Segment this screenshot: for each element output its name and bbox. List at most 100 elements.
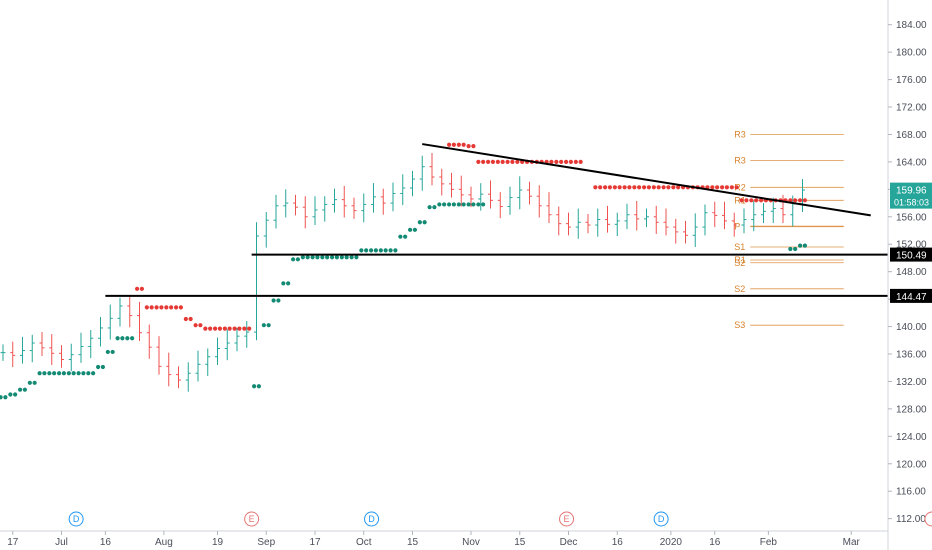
psar-dot <box>305 255 310 260</box>
y-tick-label: 124.00 <box>896 432 927 443</box>
psar-dot <box>403 234 408 239</box>
psar-dot <box>793 246 798 252</box>
psar-dot <box>486 159 491 165</box>
price-bar <box>692 213 698 247</box>
event-marker: D <box>364 511 380 527</box>
price-bar <box>468 186 474 208</box>
y-tick-label: 184.00 <box>896 20 927 31</box>
psar-dot <box>564 159 569 165</box>
price-bar <box>293 194 298 216</box>
price-bar <box>283 189 289 218</box>
psar-dot <box>729 185 734 190</box>
psar-dot <box>447 142 452 147</box>
psar-dot <box>149 305 154 310</box>
psar-dot <box>330 255 335 260</box>
price-bar <box>20 336 25 364</box>
psar-dot <box>22 387 27 392</box>
psar-dot <box>135 286 140 291</box>
psar-dot <box>510 159 515 165</box>
x-tick-label: Mar <box>843 537 861 548</box>
psar-dot <box>466 202 471 207</box>
pivot-label: S2 <box>734 284 745 294</box>
psar-dot <box>66 371 71 376</box>
psar-dot <box>388 248 393 253</box>
x-tick-label: 17 <box>309 537 321 548</box>
price-bar <box>254 222 259 341</box>
psar-dot <box>666 185 671 190</box>
psar-dot <box>281 281 286 286</box>
psar-dot <box>451 202 456 207</box>
psar-dot <box>300 255 305 260</box>
price-bar <box>585 214 591 234</box>
psar-dot <box>505 159 510 165</box>
psar-dot <box>632 185 637 190</box>
psar-dot <box>222 326 227 331</box>
psar-dot <box>578 159 583 165</box>
psar-dot <box>76 371 81 376</box>
psar-dot <box>91 371 96 376</box>
price-bar <box>741 208 747 234</box>
psar-dot <box>788 246 793 252</box>
psar-dot <box>466 144 471 149</box>
price-bar <box>449 172 454 198</box>
psar-dot <box>724 185 730 190</box>
psar-dot <box>471 144 476 149</box>
psar-dot <box>393 248 398 253</box>
pivot-label: S1 <box>734 242 745 252</box>
price-bar <box>156 336 162 375</box>
price-bar <box>215 337 220 365</box>
x-tick-label: Dec <box>560 537 578 548</box>
psar-dot <box>203 326 208 331</box>
pivot-label: S2 <box>734 258 745 268</box>
time-axis[interactable]: 17 Jul 16 Aug 19 Sep 17 Oct 15 Nov 15 Dec 16 2020 16 Fe… <box>7 531 861 548</box>
x-tick-label: Nov <box>462 537 480 548</box>
price-bar <box>29 334 35 363</box>
psar-dot <box>354 255 359 260</box>
psar-dot <box>378 248 383 253</box>
psar-dot <box>554 159 559 165</box>
psar-dot <box>471 202 476 207</box>
price-bar <box>722 201 727 230</box>
price-bar <box>88 329 94 359</box>
price-bar <box>49 334 55 365</box>
psar-dot <box>174 305 179 310</box>
x-tick-label: 17 <box>7 537 19 548</box>
psar-dot <box>481 159 486 165</box>
psar-dot <box>61 371 66 376</box>
psar-dot <box>612 185 617 190</box>
price-bar <box>566 212 571 236</box>
pivot-label: P <box>734 221 740 231</box>
psar-dot <box>42 371 47 376</box>
drawing-annotations <box>105 143 888 297</box>
psar-dot <box>52 371 57 376</box>
price-bar <box>478 183 484 211</box>
psar-dot <box>490 159 495 165</box>
psar-dot <box>617 185 622 190</box>
psar-dot <box>125 336 130 341</box>
psar-dot <box>164 305 169 310</box>
x-tick-label: Aug <box>155 537 173 548</box>
y-tick-label: 152.00 <box>896 240 927 251</box>
psar-dot <box>291 257 296 262</box>
level-price-tag <box>890 247 932 262</box>
y-tick-label: 176.00 <box>896 75 927 86</box>
price-bar <box>351 197 357 219</box>
psar-dot <box>456 142 461 147</box>
psar-dot <box>0 395 3 400</box>
psar-dot <box>130 336 135 341</box>
price-bar <box>127 295 133 328</box>
psar-dot <box>495 159 500 165</box>
price-bar <box>488 180 493 209</box>
psar-dot <box>661 185 666 190</box>
psar-dot <box>408 227 413 232</box>
psar-dot <box>437 202 442 207</box>
psar-dot <box>798 243 803 248</box>
psar-dot <box>3 395 8 400</box>
price-bar <box>497 192 503 219</box>
price-bar <box>39 332 45 357</box>
price-bar <box>770 197 776 223</box>
psar-dot <box>637 185 642 190</box>
